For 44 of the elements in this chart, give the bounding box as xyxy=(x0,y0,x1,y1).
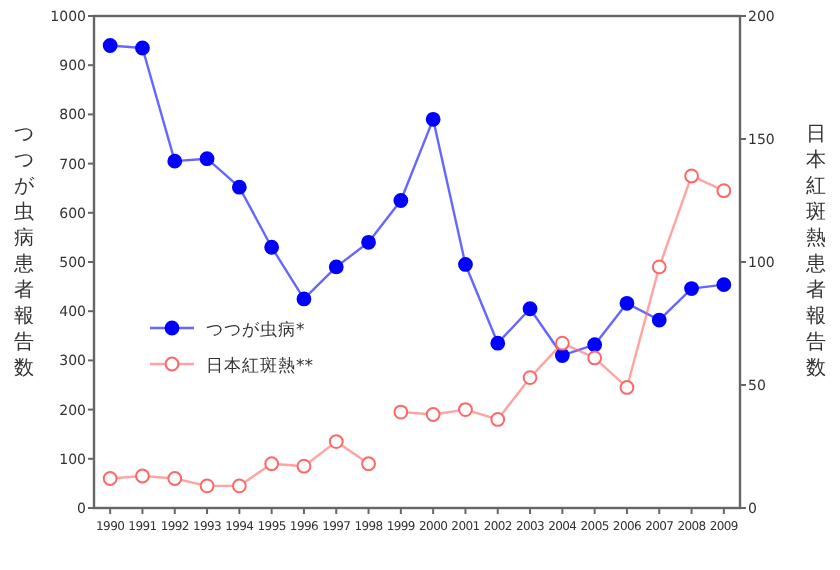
point xyxy=(716,277,732,293)
point xyxy=(135,40,150,56)
point xyxy=(458,257,473,272)
point xyxy=(490,412,506,427)
text: 日本紅斑熱患者報告数 xyxy=(806,124,826,380)
point xyxy=(522,301,538,317)
point xyxy=(167,153,183,169)
point xyxy=(651,259,667,275)
point xyxy=(522,370,538,386)
point xyxy=(554,335,570,351)
point xyxy=(167,471,183,486)
legend-label: つつが虫病* xyxy=(206,319,305,341)
point xyxy=(425,111,441,127)
point xyxy=(393,404,409,420)
point xyxy=(684,168,699,184)
point xyxy=(619,380,635,395)
point xyxy=(651,312,667,328)
point xyxy=(684,281,699,296)
point xyxy=(102,38,118,53)
point xyxy=(135,468,150,484)
point xyxy=(199,478,215,494)
point xyxy=(102,471,118,486)
point xyxy=(716,183,732,199)
point xyxy=(361,234,376,250)
point xyxy=(619,295,635,311)
point xyxy=(393,193,409,208)
point xyxy=(231,179,247,195)
point xyxy=(361,456,376,472)
point xyxy=(587,337,603,353)
point xyxy=(296,458,312,474)
point xyxy=(231,478,247,494)
point xyxy=(458,402,473,417)
point xyxy=(264,239,280,255)
point xyxy=(328,434,344,449)
point xyxy=(264,456,280,472)
point xyxy=(554,348,570,363)
point xyxy=(328,259,344,275)
point xyxy=(296,291,312,307)
point xyxy=(199,151,215,167)
point xyxy=(490,335,506,351)
text: つつが虫病患者報告数 xyxy=(14,124,34,380)
legend-label: 日本紅斑熱** xyxy=(206,355,313,377)
point xyxy=(425,407,441,422)
point xyxy=(587,350,603,366)
